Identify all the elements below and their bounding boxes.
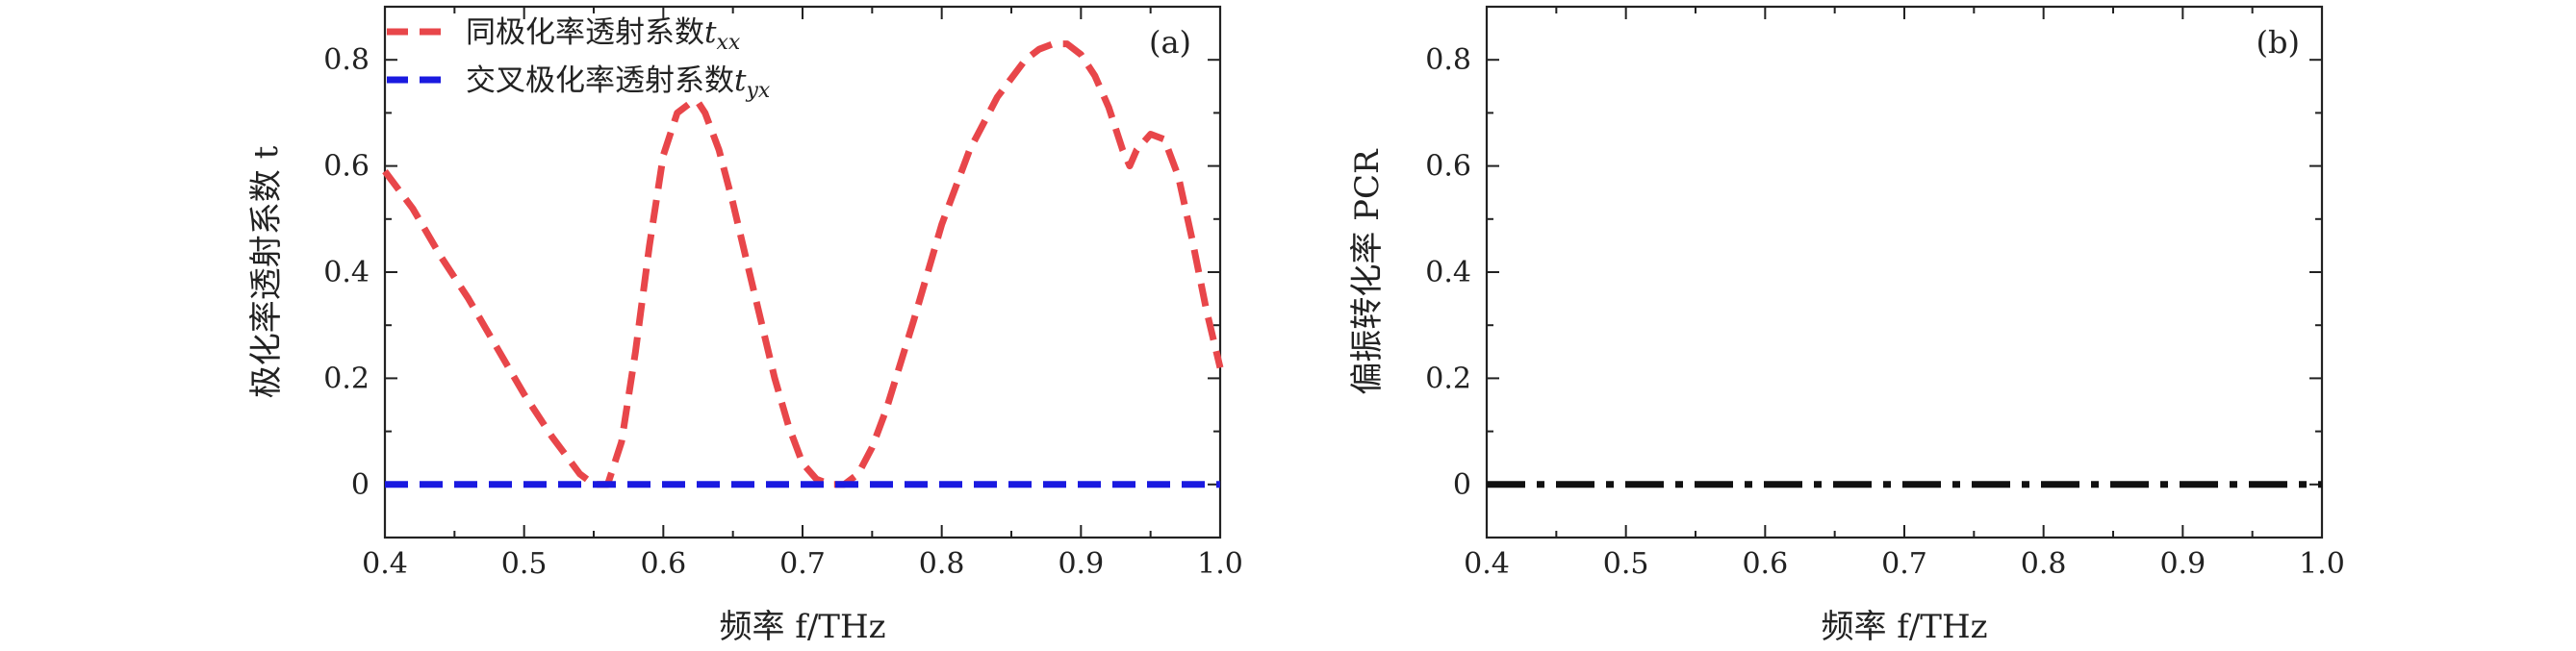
panel-a-legend: 同极化率透射系数txx 交叉极化率透射系数tyx	[387, 15, 771, 103]
panel-a-tick-labels: 0.4 0.5 0.6 0.7 0.8 0.9 1.0 0 0.2 0.4 0.6 0.8	[323, 43, 1243, 581]
y-tick-label: 0.6	[1425, 150, 1471, 184]
x-tick-label: 0.4	[362, 547, 408, 581]
panel-a: 0.4 0.5 0.6 0.7 0.8 0.9 1.0 0 0.2 0.4 0.6 0.8 (a) 频…	[247, 5, 1243, 646]
panel-b-tick-labels: 0.4 0.5 0.6 0.7 0.8 0.9 1.0 0 0.2 0.4 0.6 0.8	[1425, 43, 2345, 581]
x-tick-label: 0.7	[779, 547, 826, 581]
panel-b-y-axis-title: 偏振转化率 PCR	[1348, 148, 1387, 395]
legend-entry-txx: 同极化率透射系数txx	[466, 15, 741, 55]
panel-b-label: (b)	[2257, 24, 2300, 61]
y-tick-label: 0.4	[1425, 256, 1471, 289]
y-tick-label: 0.8	[1425, 43, 1471, 77]
panel-a-x-axis-title: 频率 f/THz	[719, 608, 885, 646]
y-tick-label: 0.2	[323, 362, 370, 395]
legend-entry-tyx: 交叉极化率透射系数tyx	[466, 63, 771, 103]
x-tick-label: 0.7	[1881, 547, 1927, 581]
x-tick-label: 0.8	[919, 547, 965, 581]
x-tick-label: 1.0	[1197, 547, 1243, 581]
panel-b-ticks	[1486, 6, 2323, 538]
x-tick-label: 0.6	[640, 547, 686, 581]
panel-a-y-axis-title: 极化率透射系数 t	[247, 145, 286, 398]
x-tick-label: 0.6	[1742, 547, 1788, 581]
x-tick-label: 0.9	[2159, 547, 2206, 581]
y-tick-label: 0.4	[323, 256, 370, 289]
x-tick-label: 0.9	[1058, 547, 1104, 581]
x-tick-label: 1.0	[2299, 547, 2345, 581]
x-tick-label: 0.5	[501, 547, 548, 581]
series-line-a-0	[382, 40, 1224, 488]
y-tick-label: 0.2	[1425, 362, 1471, 395]
x-tick-label: 0.8	[2021, 547, 2067, 581]
y-tick-label: 0.8	[323, 43, 370, 77]
panel-b-frame	[1485, 5, 2324, 539]
panel-a-label: (a)	[1149, 24, 1191, 61]
y-tick-label: 0.6	[323, 150, 370, 184]
panel-b-x-axis-title: 频率 f/THz	[1821, 608, 1987, 646]
panel-b: 0.4 0.5 0.6 0.7 0.8 0.9 1.0 0 0.2 0.4 0.6 0.8 (b) 频…	[1348, 5, 2345, 646]
y-tick-label: 0	[351, 468, 370, 502]
y-tick-label: 0	[1453, 468, 1471, 502]
panel-a-ticks	[384, 6, 1221, 538]
x-tick-label: 0.5	[1603, 547, 1649, 581]
x-tick-label: 0.4	[1464, 547, 1510, 581]
panel-a-series	[382, 40, 1224, 488]
